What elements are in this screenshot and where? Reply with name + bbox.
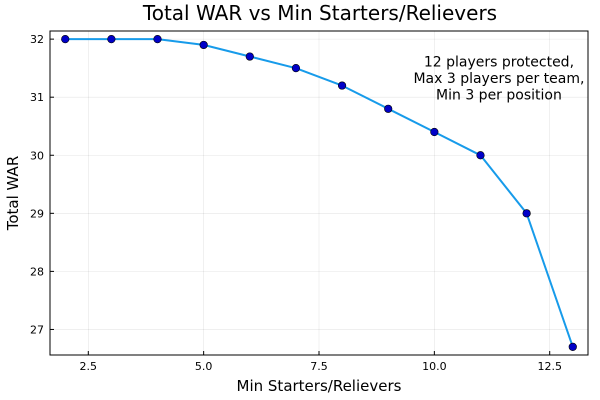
- x-axis-ticks: 2.5 5.0 7.5 10.0 12.5: [80, 351, 562, 373]
- x-tick-label: 5.0: [195, 360, 213, 373]
- data-point: [430, 127, 439, 137]
- data-point: [337, 81, 347, 90]
- data-point: [291, 64, 301, 73]
- y-axis-label: Total WAR: [4, 156, 22, 232]
- chart-title: Total WAR vs Min Starters/Relievers: [142, 1, 497, 25]
- y-tick-label: 31: [30, 91, 44, 104]
- data-point: [153, 35, 162, 44]
- data-point: [384, 104, 393, 113]
- y-axis-ticks: 27 28 29 30 31 32: [30, 33, 54, 336]
- annotation: 12 players protected,Max 3 players per t…: [413, 55, 584, 104]
- y-tick-label: 27: [30, 323, 44, 336]
- data-point: [476, 151, 485, 160]
- annotation-line: Max 3 players per team,: [413, 71, 584, 87]
- data-point: [107, 35, 116, 44]
- y-tick-label: 28: [30, 265, 44, 278]
- data-point: [199, 40, 208, 50]
- data-point: [522, 209, 531, 218]
- annotation-line: 12 players protected,: [424, 55, 574, 71]
- series-line: [65, 38, 574, 348]
- x-axis-label: Min Starters/Relievers: [237, 377, 402, 395]
- x-tick-label: 12.5: [537, 360, 562, 373]
- y-tick-label: 32: [30, 33, 44, 46]
- data-point: [245, 52, 254, 61]
- y-tick-label: 30: [30, 149, 44, 162]
- x-tick-label: 7.5: [310, 360, 328, 373]
- data-point: [61, 35, 70, 44]
- annotation-line: Min 3 per position: [436, 88, 562, 104]
- x-tick-label: 2.5: [80, 360, 98, 373]
- x-tick-label: 10.0: [422, 360, 447, 373]
- y-tick-label: 29: [30, 207, 44, 220]
- series: [61, 35, 577, 351]
- data-point: [568, 342, 577, 351]
